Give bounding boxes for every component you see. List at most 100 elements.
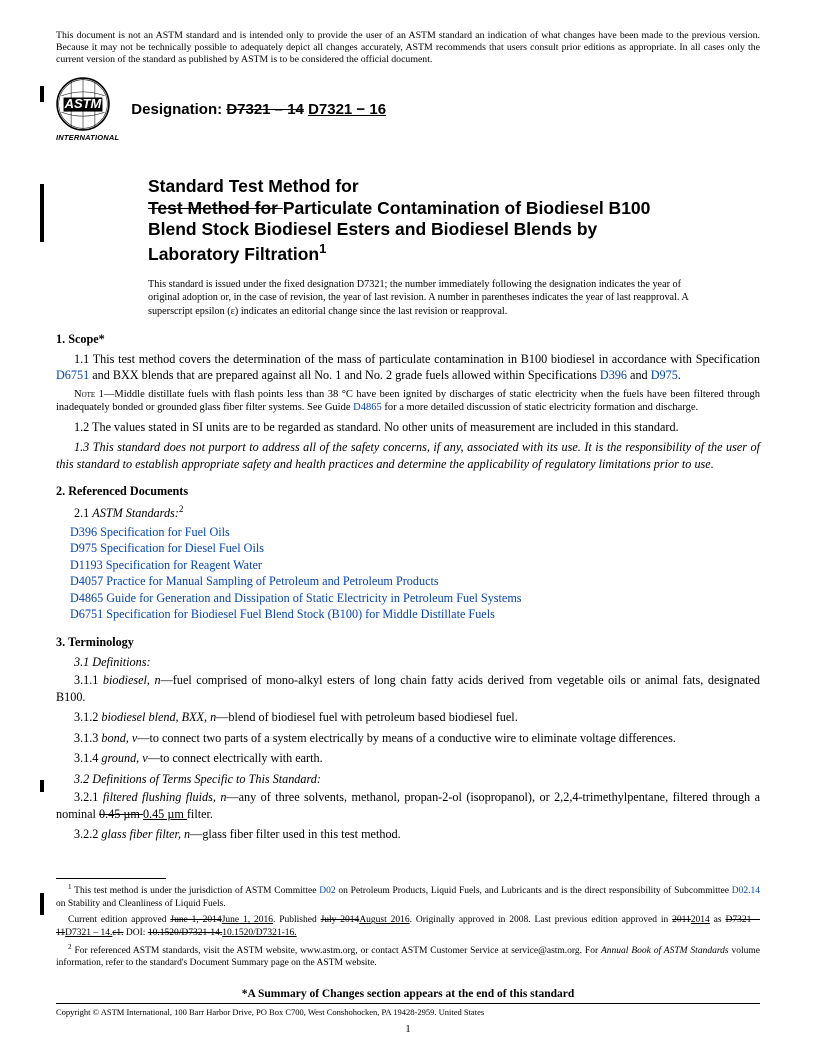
designation-line: Designation: D7321 – 14 D7321 − 16 <box>131 101 386 118</box>
copyright-line: Copyright © ASTM International, 100 Barr… <box>56 1003 760 1017</box>
t313-def: —to connect two parts of a system electr… <box>137 731 676 745</box>
t312-num: 3.1.2 <box>74 710 101 724</box>
footnote-1: 1 This test method is under the jurisdic… <box>56 883 760 910</box>
para-3-1-1: 3.1.1 biodiesel, n—fuel comprised of mon… <box>56 672 760 705</box>
para-3-1-3: 3.1.3 bond, v—to connect two parts of a … <box>56 730 760 746</box>
fn1b-old1: June 1, 2014 <box>170 915 221 925</box>
footnote-2: 2 For referenced ASTM standards, visit t… <box>56 943 760 970</box>
note-1: Note 1—Middle distillate fuels with flas… <box>56 388 760 415</box>
t322-def: —glass fiber filter used in this test me… <box>190 827 401 841</box>
p1-1-b: and BXX blends that are prepared against… <box>89 368 600 382</box>
header-disclaimer: This document is not an ASTM standard an… <box>56 30 760 67</box>
fn1b-d: as <box>710 915 726 925</box>
t321-old: 0.45 µm <box>99 807 143 821</box>
reference-title-link[interactable]: Practice for Manual Sampling of Petroleu… <box>103 574 438 588</box>
t313-num: 3.1.3 <box>74 731 101 745</box>
reference-code-link[interactable]: D6751 <box>70 607 103 621</box>
section-3-head: 3. Terminology <box>56 635 760 650</box>
fn1b-old3: 2011 <box>672 915 691 925</box>
fn1b-new5: 10.1520/D7321-16. <box>222 928 296 938</box>
logo-international-label: INTERNATIONAL <box>56 133 119 142</box>
t321-new: 0.45 µm <box>143 807 187 821</box>
para-1-2: 1.2 The values stated in SI units are to… <box>56 419 760 435</box>
t321-term: filtered flushing fluids, n <box>103 790 227 804</box>
t311-term: biodiesel, n <box>103 673 161 687</box>
p2-1-label: ASTM Standards: <box>92 506 179 520</box>
t311-def: —fuel comprised of mono-alkyl esters of … <box>56 673 760 703</box>
fn1b-new4: D7321 – 14. <box>65 928 112 938</box>
fn1b-b: . Published <box>273 915 321 925</box>
page-number: 1 <box>56 1023 760 1035</box>
para-3-2-1: 3.2.1 filtered flushing fluids, n—any of… <box>56 789 760 822</box>
reference-code-link[interactable]: D4865 <box>70 591 103 605</box>
fn1-c: on Stability and Cleanliness of Liquid F… <box>56 899 226 909</box>
t314-def: —to connect electrically with earth. <box>148 751 323 765</box>
fn1b-e: DOI: <box>124 928 148 938</box>
note-1-label: Note 1 <box>74 389 104 400</box>
standard-title: Standard Test Method for Test Method for… <box>148 176 760 266</box>
reference-code-link[interactable]: D396 <box>70 525 97 539</box>
link-d02-14[interactable]: D02.14 <box>732 887 760 897</box>
para-3-1-4: 3.1.4 ground, v—to connect electrically … <box>56 750 760 766</box>
change-bar <box>40 86 44 102</box>
p1-1-d: . <box>678 368 681 382</box>
reference-title-link[interactable]: Specification for Reagent Water <box>103 558 262 572</box>
fn1-b: on Petroleum Products, Liquid Fuels, and… <box>336 887 732 897</box>
t312-def: —blend of biodiesel fuel with petroleum … <box>216 710 518 724</box>
reference-code-link[interactable]: D1193 <box>70 558 103 572</box>
link-d02[interactable]: D02 <box>319 887 335 897</box>
reference-title-link[interactable]: Specification for Fuel Oils <box>97 525 230 539</box>
p1-1-a: 1.1 This test method covers the determin… <box>74 352 760 366</box>
reference-entry: D396 Specification for Fuel Oils <box>70 524 760 540</box>
fn2-a: For referenced ASTM standards, visit the… <box>72 946 601 956</box>
t312-term: biodiesel blend, BXX, n <box>101 710 216 724</box>
note-1-b: for a more detailed discussion of static… <box>382 402 698 413</box>
para-3-1-2: 3.1.2 biodiesel blend, BXX, n—blend of b… <box>56 709 760 725</box>
para-3-1: 3.1 Definitions: <box>56 654 760 670</box>
para-3-2: 3.2 Definitions of Terms Specific to Thi… <box>56 771 760 787</box>
t321-def-b: filter. <box>187 807 213 821</box>
fn1b-old6: 10.1520/D7321-14. <box>148 928 222 938</box>
change-bar <box>40 893 44 915</box>
t322-term: glass fiber filter, n <box>101 827 190 841</box>
t311-num: 3.1.1 <box>74 673 103 687</box>
astm-logo-icon: ASTM <box>56 77 110 131</box>
reference-entry: D4057 Practice for Manual Sampling of Pe… <box>70 573 760 589</box>
reference-title-link[interactable]: Specification for Biodiesel Fuel Blend S… <box>103 607 495 621</box>
summary-of-changes-note: *A Summary of Changes section appears at… <box>56 988 760 1000</box>
para-3-2-2: 3.2.2 glass fiber filter, n—glass fiber … <box>56 826 760 842</box>
p2-1-sup: 2 <box>179 504 184 514</box>
fn1b-old5: ε1. <box>112 928 123 938</box>
issuance-note: This standard is issued under the fixed … <box>148 278 708 318</box>
reference-title-link[interactable]: Guide for Generation and Dissipation of … <box>103 591 521 605</box>
astm-logo: ASTM INTERNATIONAL <box>56 77 119 142</box>
p1-1-c: and <box>627 368 651 382</box>
reference-code-link[interactable]: D975 <box>70 541 97 555</box>
link-d396[interactable]: D396 <box>600 368 627 382</box>
title-line2: Blend Stock Biodiesel Esters and Biodies… <box>148 219 597 239</box>
change-bar <box>40 780 44 792</box>
title-struck: Test Method for <box>148 198 283 218</box>
link-d4865[interactable]: D4865 <box>353 402 382 413</box>
reference-entry: D4865 Guide for Generation and Dissipati… <box>70 590 760 606</box>
p2-1-num: 2.1 <box>74 506 92 520</box>
fn2-ital: Annual Book of ASTM Standards <box>601 946 729 956</box>
para-1-3: 1.3 This standard does not purport to ad… <box>56 439 760 472</box>
reference-code-link[interactable]: D4057 <box>70 574 103 588</box>
title-line3: Laboratory Filtration <box>148 244 319 264</box>
change-bar <box>40 184 44 242</box>
link-d6751[interactable]: D6751 <box>56 368 89 382</box>
fn1b-new2: August 2016 <box>359 915 409 925</box>
footnote-rule <box>56 878 166 879</box>
footnote-1b: Current edition approved June 1, 2014Jun… <box>56 914 760 939</box>
fn1b-old2: July 2014 <box>321 915 360 925</box>
designation-label: Designation: <box>131 101 222 118</box>
link-d975[interactable]: D975 <box>651 368 678 382</box>
reference-title-link[interactable]: Specification for Diesel Fuel Oils <box>97 541 264 555</box>
referenced-standards-list: D396 Specification for Fuel OilsD975 Spe… <box>56 524 760 623</box>
reference-entry: D1193 Specification for Reagent Water <box>70 557 760 573</box>
reference-entry: D6751 Specification for Biodiesel Fuel B… <box>70 606 760 622</box>
para-2-1: 2.1 ASTM Standards:2 <box>56 503 760 522</box>
t322-num: 3.2.2 <box>74 827 101 841</box>
para-1-1: 1.1 This test method covers the determin… <box>56 351 760 384</box>
